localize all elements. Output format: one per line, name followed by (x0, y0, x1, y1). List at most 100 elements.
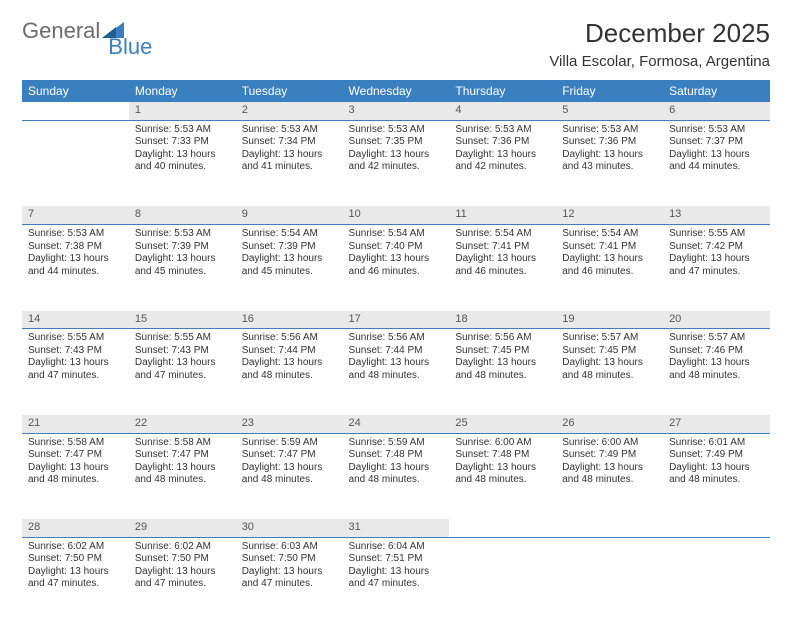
day-number-row: 78910111213 (22, 206, 770, 224)
day2-text: and 48 minutes. (669, 370, 764, 383)
weekday-header-row: Sunday Monday Tuesday Wednesday Thursday… (22, 80, 770, 102)
day1-text: Daylight: 13 hours (562, 357, 657, 370)
day2-text: and 42 minutes. (349, 161, 444, 174)
day1-text: Daylight: 13 hours (455, 357, 550, 370)
sunset-text: Sunset: 7:33 PM (135, 136, 230, 149)
sunrise-text: Sunrise: 6:04 AM (349, 541, 444, 554)
day-number-cell: 30 (236, 519, 343, 537)
day-number-row: 21222324252627 (22, 415, 770, 433)
day1-text: Daylight: 13 hours (455, 253, 550, 266)
day-cell: Sunrise: 5:54 AMSunset: 7:41 PMDaylight:… (449, 225, 556, 311)
week-row: Sunrise: 5:55 AMSunset: 7:43 PMDaylight:… (22, 329, 770, 415)
day-number-cell: 26 (556, 415, 663, 433)
title-block: December 2025 Villa Escolar, Formosa, Ar… (549, 18, 770, 70)
sunrise-text: Sunrise: 5:53 AM (669, 124, 764, 137)
sunrise-text: Sunrise: 5:54 AM (562, 228, 657, 241)
day-cell (22, 120, 129, 206)
day-number-cell: 1 (129, 102, 236, 120)
sunrise-text: Sunrise: 5:59 AM (242, 437, 337, 450)
day2-text: and 48 minutes. (349, 370, 444, 383)
sunset-text: Sunset: 7:47 PM (28, 449, 123, 462)
week-row: Sunrise: 5:53 AMSunset: 7:33 PMDaylight:… (22, 120, 770, 206)
day-number-cell: 10 (343, 206, 450, 224)
day-cell: Sunrise: 5:57 AMSunset: 7:45 PMDaylight:… (556, 329, 663, 415)
week-row: Sunrise: 6:02 AM Sunset: 7:50 PM Daylight:… (22, 537, 770, 623)
sunrise-text: Sunrise: 6:02 AM (28, 541, 123, 554)
day1-text: Daylight: 13 hours (562, 149, 657, 162)
month-title: December 2025 (549, 18, 770, 49)
sunrise-text: Sunrise: 5:53 AM (28, 228, 123, 241)
day-cell: Sunrise: 5:54 AMSunset: 7:39 PMDaylight:… (236, 225, 343, 311)
day1-text: Daylight: 13 hours (669, 462, 764, 475)
sunrise-text: Sunrise: 5:58 AM (28, 437, 123, 450)
day-number-cell: 9 (236, 206, 343, 224)
sunrise-text: Sunrise: 5:58 AM (135, 437, 230, 450)
day-number-cell (449, 519, 556, 537)
day1-text: Daylight: 13 hours (455, 462, 550, 475)
day1-text: Daylight: 13 hours (562, 253, 657, 266)
sunrise-text: Sunrise: 5:53 AM (135, 124, 230, 137)
sunset-text: Sunset: 7:48 PM (349, 449, 444, 462)
header-row: General Blue December 2025 Villa Escolar… (22, 18, 770, 70)
day-cell: Sunrise: 5:57 AMSunset: 7:46 PMDaylight:… (663, 329, 770, 415)
day1-text: Daylight: 13 hours (28, 253, 123, 266)
day1-text: Daylight: 13 hours (669, 357, 764, 370)
day-number-cell: 11 (449, 206, 556, 224)
sunrise-text: Sunrise: 5:59 AM (349, 437, 444, 450)
sunrise-text: Sunrise: 5:56 AM (242, 332, 337, 345)
sunset-text: Sunset: 7:50 PM (135, 553, 230, 566)
day1-text: Daylight: 13 hours (349, 462, 444, 475)
day1-text: Daylight: 13 hours (349, 357, 444, 370)
day1-text: Daylight: 13 hours (242, 357, 337, 370)
day2-text: and 48 minutes. (28, 474, 123, 487)
weekday-header: Sunday (22, 80, 129, 102)
day-number-cell: 18 (449, 311, 556, 329)
day-cell: Sunrise: 5:56 AMSunset: 7:44 PMDaylight:… (236, 329, 343, 415)
day1-text: Daylight: 13 hours (135, 253, 230, 266)
day2-text: and 44 minutes. (669, 161, 764, 174)
day1-text: Daylight: 13 hours (349, 149, 444, 162)
sunset-text: Sunset: 7:36 PM (562, 136, 657, 149)
day2-text: and 48 minutes. (455, 474, 550, 487)
day2-text: and 48 minutes. (242, 474, 337, 487)
day-number-row: 14151617181920 (22, 311, 770, 329)
sunset-text: Sunset: 7:47 PM (135, 449, 230, 462)
day2-text: and 48 minutes. (669, 474, 764, 487)
day2-text: and 47 minutes. (135, 370, 230, 383)
sunset-text: Sunset: 7:39 PM (242, 241, 337, 254)
day-cell: Sunrise: 5:56 AMSunset: 7:45 PMDaylight:… (449, 329, 556, 415)
day-number-cell: 5 (556, 102, 663, 120)
sunset-text: Sunset: 7:42 PM (669, 241, 764, 254)
day-number-cell: 27 (663, 415, 770, 433)
day-cell: Sunrise: 6:01 AMSunset: 7:49 PMDaylight:… (663, 433, 770, 519)
sunrise-text: Sunrise: 6:00 AM (562, 437, 657, 450)
sunset-text: Sunset: 7:44 PM (349, 345, 444, 358)
week-row: Sunrise: 5:53 AMSunset: 7:38 PMDaylight:… (22, 225, 770, 311)
sunset-text: Sunset: 7:35 PM (349, 136, 444, 149)
day-number-cell: 21 (22, 415, 129, 433)
day2-text: and 45 minutes. (135, 266, 230, 279)
day2-text: and 48 minutes. (349, 474, 444, 487)
weekday-header: Tuesday (236, 80, 343, 102)
sunrise-text: Sunrise: 5:55 AM (28, 332, 123, 345)
day2-text: and 46 minutes. (455, 266, 550, 279)
day2-text: and 41 minutes. (242, 161, 337, 174)
day2-text: and 47 minutes. (242, 578, 337, 591)
calendar-body: 123456Sunrise: 5:53 AMSunset: 7:33 PMDay… (22, 102, 770, 623)
sunset-text: Sunset: 7:39 PM (135, 241, 230, 254)
day2-text: and 47 minutes. (28, 370, 123, 383)
day-cell: Sunrise: 5:53 AMSunset: 7:33 PMDaylight:… (129, 120, 236, 206)
day-number-row: 28293031 (22, 519, 770, 537)
weekday-header: Thursday (449, 80, 556, 102)
sunset-text: Sunset: 7:51 PM (349, 553, 444, 566)
day-cell: Sunrise: 5:53 AMSunset: 7:35 PMDaylight:… (343, 120, 450, 206)
day-number-cell: 3 (343, 102, 450, 120)
sunrise-text: Sunrise: 5:55 AM (135, 332, 230, 345)
sunrise-text: Sunrise: 6:03 AM (242, 541, 337, 554)
sunrise-text: Sunrise: 5:53 AM (349, 124, 444, 137)
day1-text: Daylight: 13 hours (135, 149, 230, 162)
day1-text: Daylight: 13 hours (242, 566, 337, 579)
weekday-header: Monday (129, 80, 236, 102)
sunrise-text: Sunrise: 5:53 AM (455, 124, 550, 137)
day-number-cell: 12 (556, 206, 663, 224)
